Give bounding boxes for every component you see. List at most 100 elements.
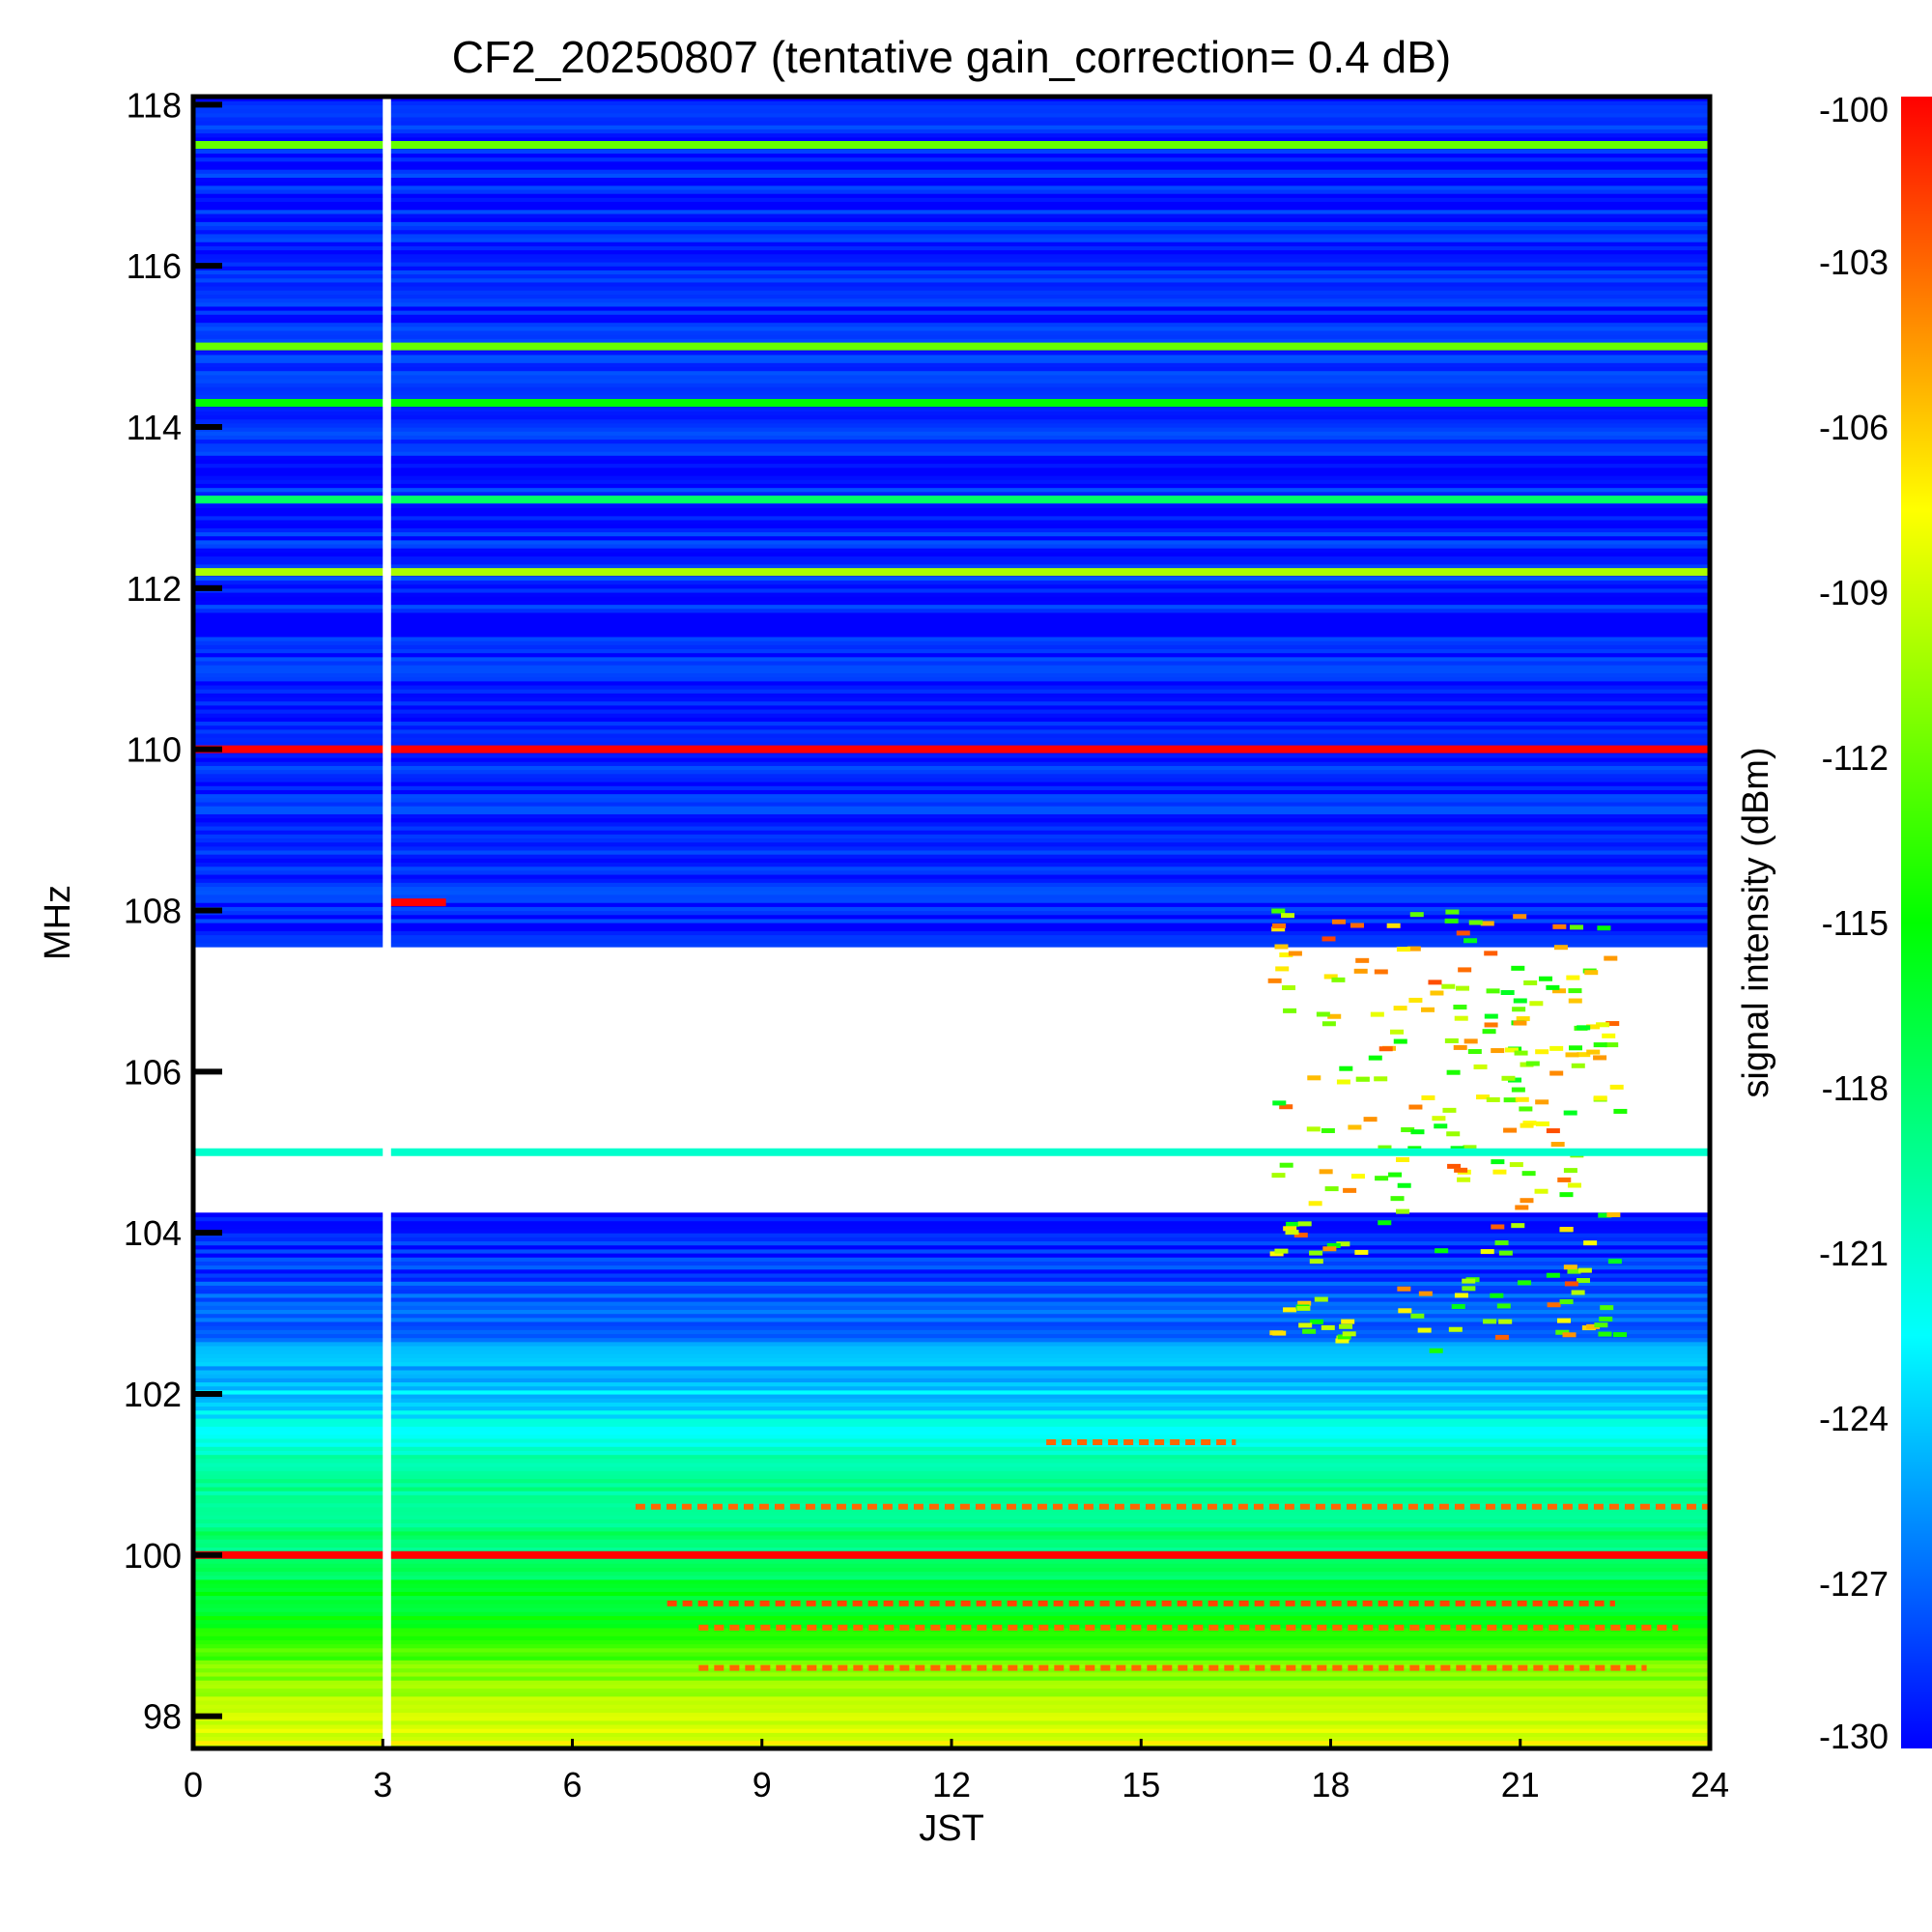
activity-cell (1296, 1305, 1311, 1311)
activity-cell (1297, 1221, 1312, 1227)
heatmap-row (193, 378, 1710, 384)
colorbar-tick-label: -127 (1819, 1564, 1889, 1604)
heatmap-row (193, 310, 1710, 315)
heatmap-row (193, 173, 1710, 179)
heatmap-row (193, 209, 1710, 214)
activity-cell (1285, 1230, 1299, 1236)
heatmap-row (193, 838, 1710, 843)
colorbar-ticks: -100 -103 -106 -109 -112 -115 -118 -121 -124 -127… (1819, 90, 1889, 1756)
activity-cell (1429, 1348, 1443, 1353)
activity-cell (1593, 1055, 1607, 1061)
activity-cell (1456, 985, 1470, 991)
activity-cell (1491, 1224, 1505, 1230)
heatmap-row (193, 644, 1710, 649)
heatmap-row (193, 1643, 1710, 1649)
x-tick-label: 6 (562, 1765, 582, 1804)
heatmap-row (193, 854, 1710, 859)
heatmap-row (193, 1519, 1710, 1524)
activity-cell (1321, 936, 1336, 942)
heatmap-row (193, 1409, 1710, 1415)
heatmap-row (193, 1578, 1710, 1584)
heatmap-row (193, 407, 1710, 412)
heatmap-row (193, 1309, 1710, 1315)
activity-cell (1564, 1281, 1578, 1287)
heatmap-row (193, 890, 1710, 895)
activity-cell (1442, 1107, 1457, 1113)
heatmap-row (193, 1583, 1710, 1588)
heatmap-row (193, 1321, 1710, 1326)
heatmap-row (193, 713, 1710, 718)
heatmap-row (193, 1293, 1710, 1298)
heatmap-row (193, 1236, 1710, 1242)
heatmap-row (193, 914, 1710, 920)
heatmap-row (193, 1301, 1710, 1306)
activity-cell (1444, 1037, 1459, 1043)
heatmap-row (193, 233, 1710, 239)
activity-cell (1393, 1038, 1407, 1044)
activity-cell (1486, 988, 1500, 994)
heatmap-row (193, 878, 1710, 883)
activity-cell (1583, 1240, 1598, 1246)
activity-cell (1539, 976, 1553, 981)
heatmap-row (193, 108, 1710, 114)
heatmap-row (193, 1530, 1710, 1536)
heatmap-row (193, 1619, 1710, 1625)
y-tick-label: 106 (124, 1052, 182, 1092)
activity-cell (1513, 914, 1527, 920)
activity-cell (1498, 1319, 1513, 1324)
chart-title: CF2_20250807 (tentative gain_correction=… (452, 32, 1451, 82)
activity-cell (1355, 1076, 1370, 1082)
heatmap-row (193, 689, 1710, 694)
heatmap-row (193, 149, 1710, 154)
heatmap-row (193, 1482, 1710, 1488)
activity-cell (1271, 1173, 1286, 1179)
heatmap-row (193, 1660, 1710, 1665)
heatmap-row (193, 1647, 1710, 1653)
activity-cell (1390, 1029, 1405, 1035)
activity-cell (1444, 918, 1459, 923)
activity-cell (1549, 1045, 1564, 1051)
heatmap-row (193, 1442, 1710, 1447)
activity-cell (1421, 1007, 1435, 1012)
heatmap-row (193, 1571, 1710, 1577)
activity-cell (1331, 977, 1346, 982)
heatmap-row (193, 350, 1710, 355)
heatmap-row (193, 414, 1710, 420)
heatmap-row (193, 277, 1710, 283)
activity-cell (1463, 938, 1478, 944)
heatmap-row (193, 660, 1710, 666)
heatmap-row (193, 446, 1710, 452)
heatmap-row (193, 665, 1710, 669)
heatmap-row (193, 737, 1710, 742)
activity-cell (1565, 1052, 1579, 1058)
activity-cell (1350, 1174, 1365, 1179)
heatmap-row (193, 507, 1710, 513)
heatmap-row (193, 535, 1710, 541)
heatmap-row (193, 104, 1710, 110)
activity-cell (1473, 1064, 1488, 1069)
heatmap-row (193, 290, 1710, 295)
activity-cell (1267, 978, 1282, 983)
activity-cell (1496, 1303, 1511, 1309)
activity-cell (1454, 1015, 1468, 1021)
heatmap-row (193, 576, 1710, 582)
heatmap-row (193, 696, 1710, 702)
heatmap-row (193, 370, 1710, 376)
activity-cell (1604, 955, 1618, 961)
heatmap-row (193, 366, 1710, 372)
activity-cell (1550, 1142, 1565, 1148)
activity-cell (1456, 930, 1470, 936)
activity-cell (1490, 1293, 1504, 1298)
heatmap-row (193, 1486, 1710, 1492)
activity-cell (1326, 1242, 1341, 1248)
heatmap-row (193, 672, 1710, 678)
activity-cell (1513, 1020, 1527, 1026)
activity-cell (1516, 1016, 1530, 1022)
activity-cell (1293, 1233, 1308, 1238)
heatmap-row (193, 801, 1710, 807)
heatmap-row (193, 181, 1710, 186)
heatmap-row (193, 1567, 1710, 1573)
heatmap-row (193, 1353, 1710, 1359)
heatmap-row (193, 322, 1710, 327)
heatmap-row (193, 305, 1710, 311)
